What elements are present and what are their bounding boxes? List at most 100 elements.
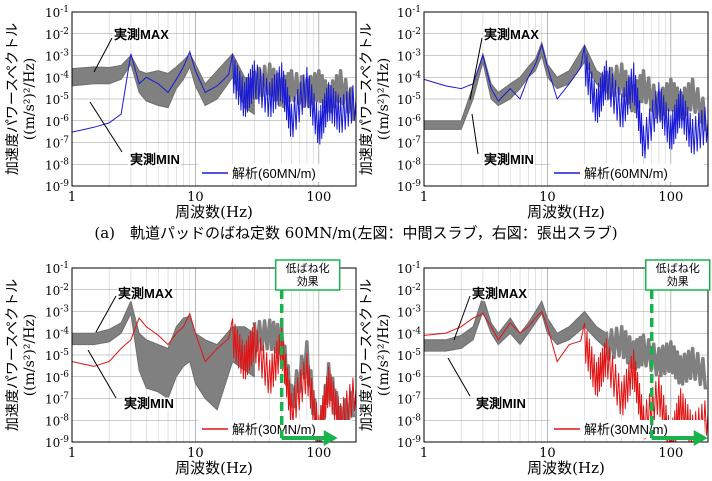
y-tick-label: 10-5 — [397, 348, 421, 363]
x-tick-label: 100 — [306, 446, 331, 461]
y-tick-label: 10-7 — [397, 392, 421, 407]
plot-frame — [423, 11, 709, 187]
x-tick-label: 100 — [658, 446, 683, 461]
measured-min-arrow — [447, 357, 471, 397]
measured-max-label: 実測MAX — [484, 27, 539, 42]
measured-band — [424, 40, 607, 130]
x-tick-label: 1 — [68, 190, 76, 205]
measured-max-label: 実測MAX — [472, 286, 527, 301]
annotation-line1: 低ばね化 — [656, 261, 700, 275]
x-axis-label: 周波数(Hz) — [527, 459, 605, 477]
y-tick-label: 10-3 — [45, 305, 69, 320]
measured-max-arrow — [95, 295, 117, 333]
measured-min-label: 実測MIN — [124, 396, 174, 411]
legend-box — [198, 420, 352, 438]
threshold-arrowhead — [323, 430, 338, 446]
annotation-line1: 低ばね化 — [286, 261, 330, 275]
measured-min-arrow — [89, 101, 123, 153]
y-axis-unit: ((m/s²)²/Hz) — [22, 58, 38, 141]
y-tick-label: 10-6 — [397, 114, 421, 129]
legend-label: 解析(60MN/m) — [232, 166, 316, 181]
legend-box — [550, 420, 704, 438]
y-tick-label: 10-4 — [397, 326, 421, 341]
x-tick-label: 10 — [539, 190, 556, 205]
y-tick-label: 10-6 — [397, 370, 421, 385]
y-tick-label: 10-2 — [45, 283, 69, 298]
y-tick-label: 10-7 — [397, 136, 421, 151]
y-tick-label: 10-6 — [45, 370, 69, 385]
plot-frame — [423, 267, 709, 443]
y-tick-label: 10-5 — [397, 92, 421, 107]
measured-max-label: 実測MAX — [114, 27, 169, 42]
chart-1: 10-9 10-8 10-7 10-6 10-5 10-4 10-3 10-2 10-1 1 10 1… — [5, 5, 357, 221]
legend-box — [198, 164, 352, 182]
chart-4: 10-9 10-8 10-7 10-6 10-5 10-4 10-3 10-2 10-1 1 10 1… — [359, 259, 711, 477]
y-axis-label: 加速度パワースペクトル — [359, 279, 375, 431]
x-tick-label: 10 — [539, 446, 556, 461]
x-tick-label: 1 — [420, 190, 428, 205]
plot-area — [72, 50, 356, 145]
x-axis-label: 周波数(Hz) — [527, 203, 605, 221]
annotation-box — [274, 259, 341, 291]
y-tick-label: 10-6 — [45, 114, 69, 129]
x-tick-label: 1 — [68, 446, 76, 461]
annotation-box — [644, 259, 711, 291]
x-tick-label: 1 — [420, 446, 428, 461]
measured-band — [72, 299, 255, 411]
plot-frame — [71, 11, 357, 187]
y-tick-label: 10-7 — [45, 392, 69, 407]
measured-max-arrow — [93, 37, 113, 73]
legend-label: 解析(30MN/m) — [584, 422, 668, 437]
measured-max-arrow — [469, 37, 483, 101]
chart-2: 10-9 10-8 10-7 10-6 10-5 10-4 10-3 10-2 10-1 1 10 1… — [359, 5, 709, 221]
y-axis-unit: ((m/s²)²/Hz) — [376, 314, 392, 397]
chart-3: 10-9 10-8 10-7 10-6 10-5 10-4 10-3 10-2 10-1 1 10 1… — [5, 259, 357, 477]
measured-min-label: 実測MIN — [484, 152, 534, 167]
measured-max-arrow — [453, 295, 471, 341]
figure-caption: (a) 軌道パッドのばね定数 60MN/m(左図：中間スラブ，右図：張出スラブ) — [94, 224, 618, 242]
y-tick-label: 10-3 — [397, 49, 421, 64]
y-axis-label: 加速度パワースペクトル — [5, 23, 21, 175]
y-tick-label: 10-1 — [45, 261, 69, 276]
y-tick-label: 10-3 — [397, 305, 421, 320]
measured-tail-line — [604, 324, 708, 390]
y-tick-label: 10-1 — [397, 5, 421, 20]
y-tick-label: 10-8 — [397, 413, 421, 428]
y-axis-unit: ((m/s²)²/Hz) — [22, 314, 38, 397]
y-tick-label: 10-2 — [397, 27, 421, 42]
y-tick-label: 10-7 — [45, 136, 69, 151]
annotation-line2: 効果 — [667, 274, 689, 288]
measured-band — [424, 294, 607, 352]
measured-min-label: 実測MIN — [476, 396, 526, 411]
y-tick-label: 10-9 — [45, 435, 69, 450]
y-tick-label: 10-3 — [45, 49, 69, 64]
y-tick-label: 10-9 — [397, 435, 421, 450]
y-axis-unit: ((m/s²)²/Hz) — [376, 58, 392, 141]
x-tick-label: 10 — [187, 190, 204, 205]
y-tick-label: 10-4 — [45, 326, 69, 341]
y-tick-label: 10-4 — [397, 70, 421, 85]
y-tick-label: 10-8 — [397, 157, 421, 172]
y-tick-label: 10-9 — [45, 179, 69, 194]
y-tick-label: 10-8 — [45, 157, 69, 172]
x-axis-label: 周波数(Hz) — [175, 459, 253, 477]
analysis-line — [72, 50, 356, 145]
annotation-line2: 効果 — [297, 274, 319, 288]
legend-box — [550, 164, 704, 182]
y-axis-label: 加速度パワースペクトル — [359, 23, 375, 175]
plot-frame — [71, 267, 357, 443]
y-tick-label: 10-9 — [397, 179, 421, 194]
measured-min-arrow — [471, 113, 479, 155]
y-tick-label: 10-1 — [397, 261, 421, 276]
plot-area — [424, 40, 708, 159]
measured-min-label: 実測MIN — [130, 152, 180, 167]
y-tick-label: 10-4 — [45, 70, 69, 85]
x-tick-label: 100 — [658, 190, 683, 205]
legend-label: 解析(30MN/m) — [232, 422, 316, 437]
y-tick-label: 10-8 — [45, 413, 69, 428]
y-tick-label: 10-5 — [45, 92, 69, 107]
y-tick-label: 10-1 — [45, 5, 69, 20]
y-tick-label: 10-2 — [45, 27, 69, 42]
